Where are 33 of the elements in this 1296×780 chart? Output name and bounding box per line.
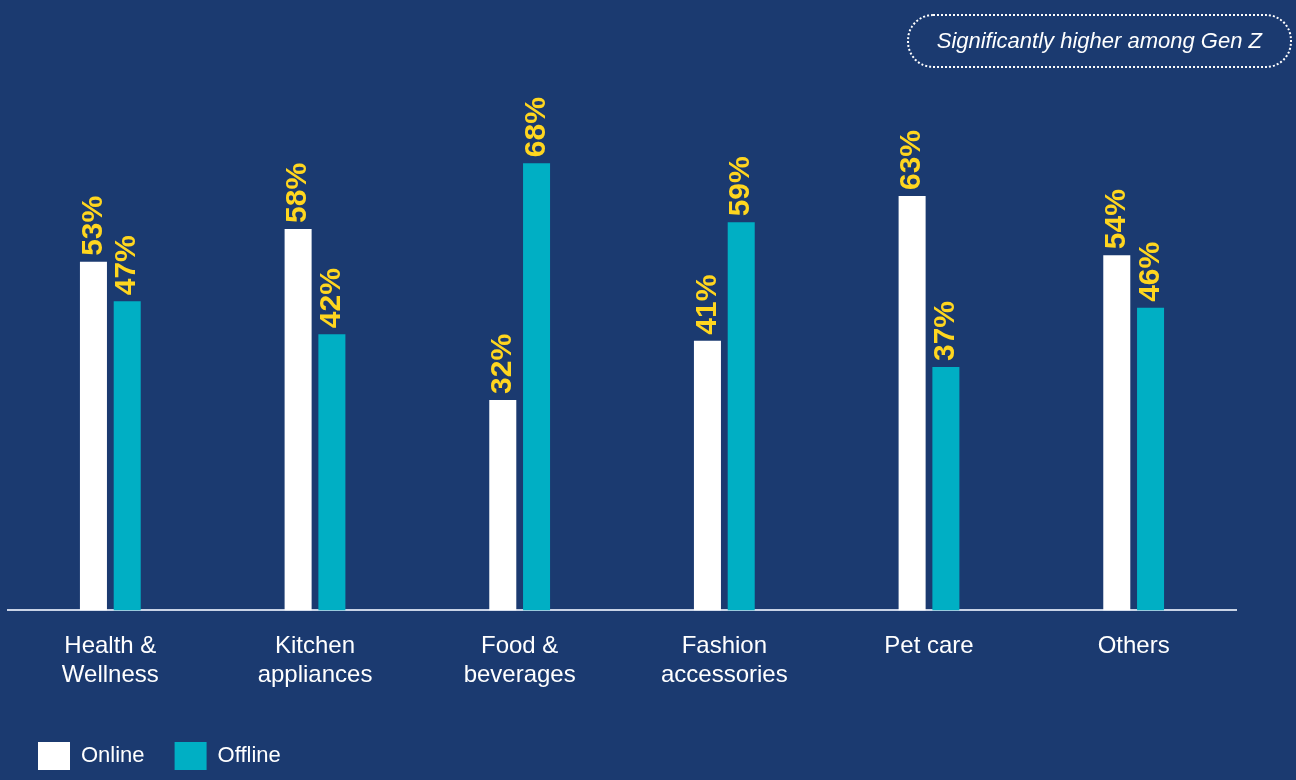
bar <box>318 334 346 611</box>
text: Significantly higher among Gen Z <box>906 14 1292 68</box>
data-label: 63% <box>893 129 927 191</box>
legend-label: Online <box>81 742 145 768</box>
bar <box>1137 307 1165 611</box>
data-label: 54% <box>1098 189 1132 250</box>
x-tick-label: Fashion accessories <box>660 631 788 688</box>
data-label: 41% <box>688 274 722 335</box>
data-label: 68% <box>517 97 551 158</box>
bar <box>113 301 141 611</box>
data-label: 46% <box>1131 241 1165 302</box>
data-label: 37% <box>927 301 961 362</box>
data-label: 53% <box>74 195 108 256</box>
bar <box>693 340 721 611</box>
bar <box>898 196 926 611</box>
bar <box>932 367 960 611</box>
data-label: 32% <box>484 333 518 394</box>
x-tick-label: Pet care <box>884 631 974 659</box>
bar <box>727 222 755 611</box>
legend-label: Offline <box>217 742 281 768</box>
x-tick-label: Kitchen appliances <box>257 631 373 688</box>
bar <box>79 261 107 611</box>
x-tick-label: Others <box>1097 631 1170 659</box>
bar <box>489 399 517 611</box>
bar <box>1103 255 1131 611</box>
bar <box>523 163 551 611</box>
x-tick-label: Health & Wellness <box>61 631 159 688</box>
bar <box>284 228 312 611</box>
data-label: 58% <box>279 162 313 223</box>
data-label: 59% <box>722 156 756 217</box>
data-label: 47% <box>108 235 142 296</box>
x-tick-label: Food & beverages <box>463 631 576 688</box>
data-label: 42% <box>313 268 347 329</box>
